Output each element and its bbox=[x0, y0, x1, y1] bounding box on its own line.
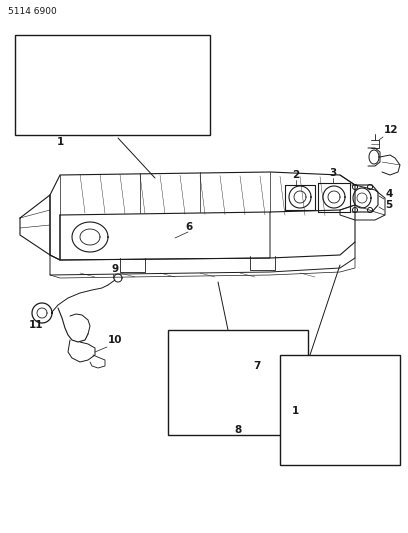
Text: 5: 5 bbox=[385, 200, 392, 210]
Text: 11: 11 bbox=[29, 320, 43, 330]
Bar bbox=[168, 330, 308, 435]
Text: 8: 8 bbox=[234, 425, 242, 435]
Text: 4: 4 bbox=[385, 189, 392, 199]
Bar bbox=[15, 35, 210, 135]
Text: 5114 6900: 5114 6900 bbox=[8, 7, 57, 16]
Text: 9: 9 bbox=[111, 264, 119, 274]
Text: 3: 3 bbox=[329, 168, 337, 178]
Text: 10: 10 bbox=[108, 335, 122, 345]
Text: 7: 7 bbox=[253, 361, 260, 371]
Text: 1: 1 bbox=[291, 406, 299, 416]
Text: 1: 1 bbox=[56, 137, 64, 147]
Text: 2: 2 bbox=[293, 170, 299, 180]
Bar bbox=[280, 355, 400, 465]
Text: 12: 12 bbox=[384, 125, 399, 135]
Text: 6: 6 bbox=[185, 222, 192, 232]
